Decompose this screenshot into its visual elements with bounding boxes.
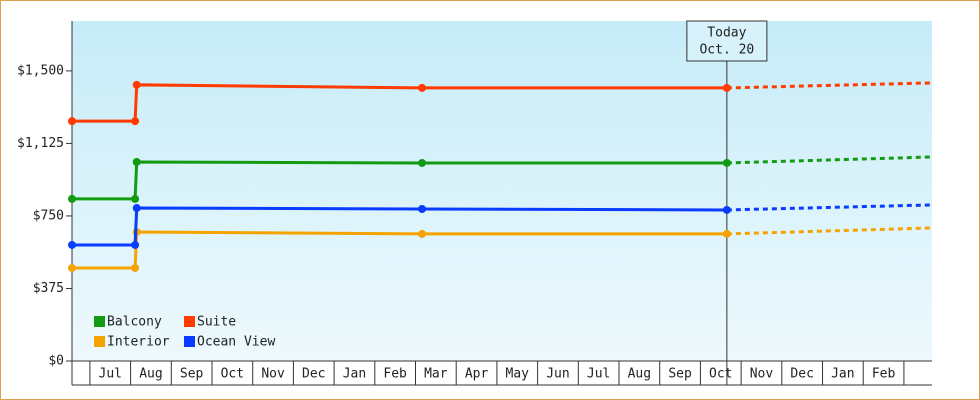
x-tick-label: Dec xyxy=(790,367,813,382)
y-tick-label: $1,500 xyxy=(17,63,64,78)
x-tick-label: Apr xyxy=(465,367,489,382)
y-tick-label: $375 xyxy=(33,281,64,296)
x-tick-label: Oct xyxy=(709,367,732,382)
x-tick-label: Oct xyxy=(221,367,244,382)
x-tick-label: Jun xyxy=(546,367,569,382)
series-projection xyxy=(726,155,933,165)
x-tick-label: Aug xyxy=(628,367,651,382)
x-tick-label: Dec xyxy=(302,367,325,382)
point xyxy=(68,194,76,203)
point xyxy=(722,83,731,92)
point xyxy=(722,158,731,167)
point xyxy=(131,117,140,126)
x-tick-label: Feb xyxy=(872,367,896,382)
legend-label: Suite xyxy=(197,315,236,330)
x-tick-label: Jul xyxy=(587,367,610,382)
today-box xyxy=(686,20,768,62)
point xyxy=(68,240,76,249)
point xyxy=(722,205,731,214)
x-tick-label: Nov xyxy=(750,367,774,382)
point xyxy=(418,204,427,213)
x-tick-label: May xyxy=(506,367,530,382)
point xyxy=(132,80,141,89)
series-projection xyxy=(726,226,933,236)
legend-swatch xyxy=(184,316,195,327)
point xyxy=(132,157,141,166)
x-tick-label: Jan xyxy=(343,367,366,382)
point xyxy=(68,117,76,126)
point xyxy=(418,83,427,92)
point xyxy=(68,263,76,272)
legend-label: Interior xyxy=(107,335,170,350)
point xyxy=(131,263,140,272)
point xyxy=(131,240,140,249)
today-title: Today xyxy=(707,26,746,41)
series-projection xyxy=(726,81,933,90)
legend-swatch xyxy=(184,336,195,347)
x-tick-label: Aug xyxy=(139,367,162,382)
x-tick-label: Nov xyxy=(261,367,285,382)
point xyxy=(418,158,427,167)
legend-swatch xyxy=(94,316,105,327)
legend-label: Balcony xyxy=(107,315,162,330)
x-tick-label: Sep xyxy=(180,367,204,382)
legend-label: Ocean View xyxy=(197,335,275,350)
x-tick-label: Jul xyxy=(99,367,122,382)
point xyxy=(722,229,731,238)
y-tick-label: $1,125 xyxy=(17,136,64,151)
today-date: Oct. 20 xyxy=(699,43,754,58)
y-tick-label: $750 xyxy=(33,208,64,223)
plot-area xyxy=(72,21,932,361)
series-projection xyxy=(726,203,933,212)
x-tick-label: Sep xyxy=(668,367,692,382)
legend-swatch xyxy=(94,336,105,347)
y-tick-label: $0 xyxy=(48,354,64,369)
point xyxy=(132,204,141,213)
x-tick-label: Jan xyxy=(831,367,854,382)
point xyxy=(418,229,427,238)
point xyxy=(131,194,140,203)
x-tick-label: Feb xyxy=(383,367,407,382)
x-tick-label: Mar xyxy=(424,367,448,382)
